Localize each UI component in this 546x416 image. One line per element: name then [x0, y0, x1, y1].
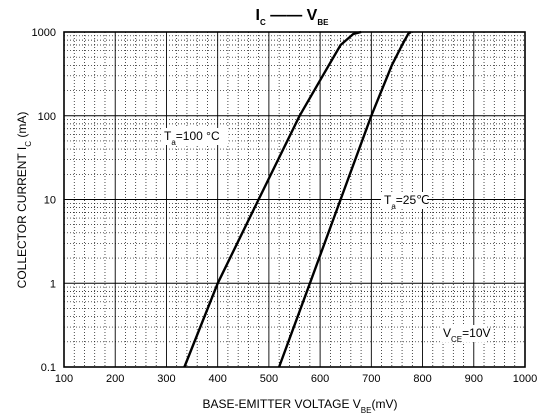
series-line [183, 30, 362, 368]
x-tick-label: 500 [260, 373, 278, 385]
x-axis-label: BASE-EMITTER VOLTAGE VBE(mV) [203, 397, 398, 415]
x-tick-label: 400 [208, 373, 226, 385]
annotation-label: Ta=100 °C [164, 129, 220, 147]
y-tick-label: 100 [38, 111, 56, 123]
annotation-label: Ta=25℃ [384, 193, 430, 211]
series-lines [183, 30, 412, 368]
annotation-bg [161, 128, 228, 145]
y-axis-label: COLLECTOR CURRENT IC (mA) [15, 112, 33, 289]
x-tick-label: 600 [311, 373, 329, 385]
x-tick-label: 300 [157, 373, 175, 385]
x-tick-label: 900 [465, 373, 483, 385]
y-tick-label: 1 [50, 278, 56, 290]
annotation-bg [381, 192, 427, 209]
plot-frame [63, 31, 526, 368]
x-tick-label: 100 [55, 373, 73, 385]
x-tick-label: 1000 [513, 373, 537, 385]
chart-title: IC —— VBE [256, 7, 330, 27]
y-tick-label: 10 [44, 195, 56, 207]
y-tick-labels: 0.1 1 10 100 1000 [32, 27, 56, 374]
annotation-label: VCE=10V [443, 326, 491, 344]
x-tick-label: 200 [106, 373, 124, 385]
series-line [277, 31, 412, 368]
x-tick-labels: 100 200 300 400 500 600 700 800 900 1000 [55, 373, 537, 385]
x-tick-label: 700 [362, 373, 380, 385]
annotation-bg [440, 325, 486, 342]
x-tick-label: 800 [413, 373, 431, 385]
y-tick-label: 1000 [32, 27, 56, 39]
annotations: Ta=100 °C Ta=25℃ VCE=10V [161, 128, 491, 344]
y-tick-label: 0.1 [41, 362, 56, 374]
